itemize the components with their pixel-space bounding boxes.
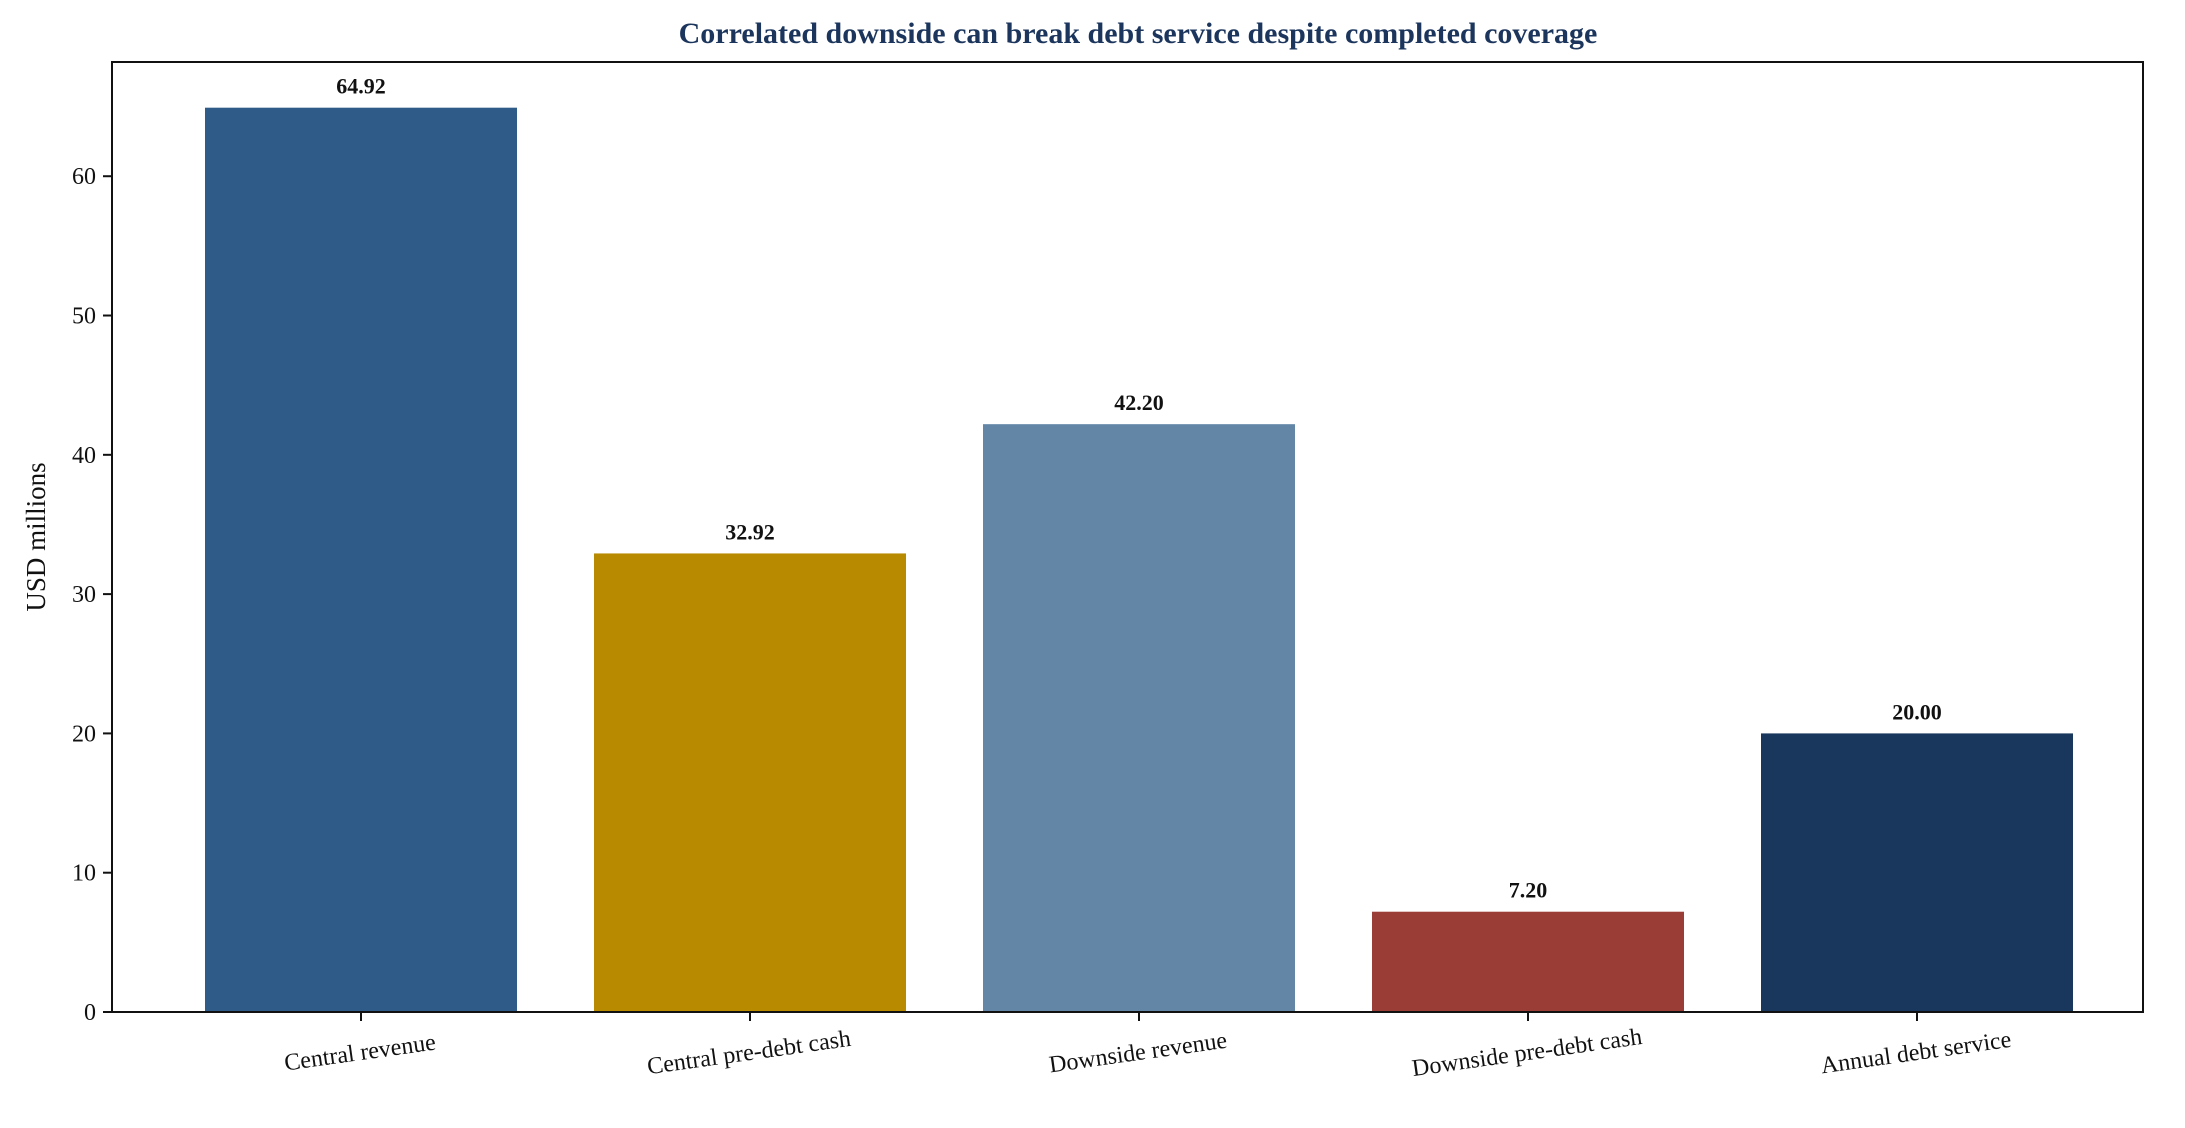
bar bbox=[1372, 911, 1684, 1012]
plot-frame bbox=[111, 61, 2144, 1013]
y-tick-label: 50 bbox=[72, 304, 96, 330]
bar bbox=[983, 424, 1295, 1013]
value-labels-layer: 64.92 32.92 42.20 7.20 20.00 bbox=[336, 74, 1942, 903]
bar-value-label: 7.20 bbox=[1509, 878, 1548, 903]
bar bbox=[594, 553, 906, 1012]
x-tick-label: Downside revenue bbox=[1047, 1028, 1228, 1079]
x-tick-label: Central revenue bbox=[283, 1030, 438, 1077]
y-axis: 0 10 20 30 40 50 60 bbox=[72, 164, 112, 1026]
y-tick-label: 60 bbox=[72, 164, 96, 190]
x-tick-label: Downside pre-debt cash bbox=[1410, 1024, 1643, 1082]
y-tick-label: 30 bbox=[72, 582, 96, 608]
y-axis-label: USD millions bbox=[21, 462, 51, 611]
x-tick-label: Annual debt service bbox=[1819, 1027, 2013, 1079]
y-tick-label: 10 bbox=[72, 861, 96, 887]
y-tick-label: 40 bbox=[72, 443, 96, 469]
bars-layer bbox=[205, 107, 2073, 1013]
bar-value-label: 64.92 bbox=[336, 74, 386, 99]
x-tick-label: Central pre-debt cash bbox=[646, 1026, 853, 1080]
y-tick-label: 20 bbox=[72, 721, 96, 747]
bar bbox=[205, 107, 517, 1012]
y-tick-label: 0 bbox=[84, 1000, 96, 1026]
x-axis: Central revenue Central pre-debt cash Down… bbox=[283, 1012, 2013, 1082]
bar-value-label: 42.20 bbox=[1114, 390, 1164, 415]
bar-value-label: 32.92 bbox=[725, 519, 775, 544]
chart-title: Correlated downside can break debt servi… bbox=[679, 17, 1598, 50]
bar-value-label: 20.00 bbox=[1892, 699, 1942, 724]
bar bbox=[1761, 733, 2073, 1012]
